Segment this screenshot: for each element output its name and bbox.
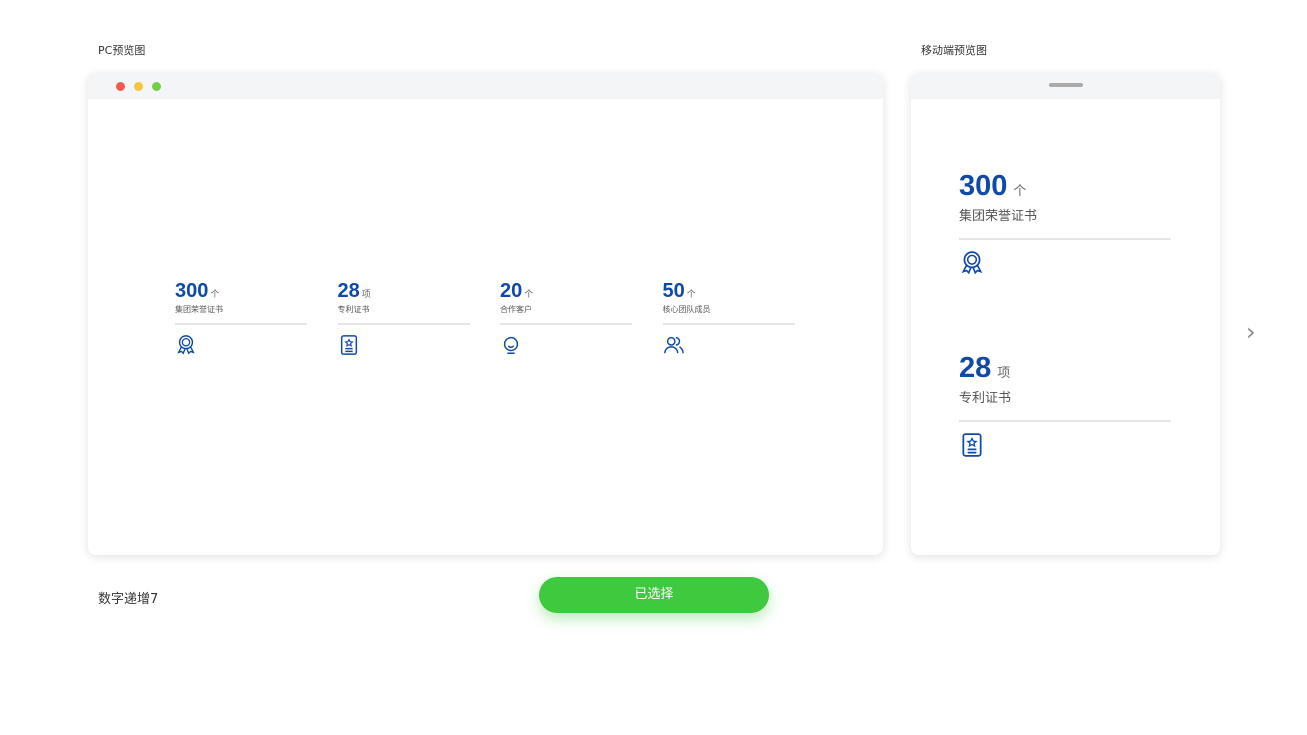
minimize-dot-icon: [134, 82, 143, 91]
stat-item: 28 项 专利证书: [337, 280, 470, 356]
next-arrow-icon[interactable]: ›: [1246, 318, 1256, 346]
pc-preview-window: 300 个 集团荣誉证书 28 项 专利证书 20 个 合作客户 50 个 核心团队成员: [88, 73, 883, 555]
stat-value: 28: [337, 280, 360, 302]
stat-label: 核心团队成员: [662, 305, 711, 314]
pc-preview-label: PC预览图: [98, 44, 146, 57]
divider: [959, 420, 1171, 422]
stat-label: 集团荣誉证书: [959, 209, 1038, 224]
stat-unit: 个: [1013, 184, 1027, 199]
stat-item: 50 个 核心团队成员: [662, 280, 795, 356]
mobile-preview-window: 300 个 集团荣誉证书 28 项 专利证书: [911, 73, 1220, 555]
divider: [959, 238, 1171, 240]
team-icon: [663, 336, 684, 354]
stat-label: 专利证书: [959, 391, 1012, 406]
stat-label: 专利证书: [337, 305, 370, 314]
stat-value: 300: [175, 280, 209, 302]
maximize-dot-icon: [152, 82, 161, 91]
mobile-topbar: [911, 73, 1220, 99]
stat-item: 300 个 集团荣誉证书: [959, 170, 1171, 276]
template-name: 数字递增7: [98, 592, 159, 607]
stat-item: 300 个 集团荣誉证书: [175, 280, 307, 356]
stat-item: 20 个 合作客户: [500, 280, 632, 356]
stat-unit: 个: [524, 290, 534, 300]
client-icon: [503, 336, 519, 354]
divider: [175, 323, 307, 325]
handle-icon: [1049, 83, 1083, 87]
close-dot-icon: [116, 82, 125, 91]
stat-label: 集团荣誉证书: [175, 305, 223, 314]
divider: [662, 323, 795, 325]
selected-button[interactable]: 已选择: [539, 577, 769, 613]
stat-value: 50: [662, 280, 685, 302]
medal-icon: [177, 335, 195, 355]
certificate-icon: [962, 433, 982, 457]
divider: [500, 323, 632, 325]
window-titlebar: [88, 73, 883, 99]
stat-unit: 项: [997, 366, 1011, 381]
stat-unit: 个: [210, 290, 220, 300]
certificate-icon: [340, 335, 357, 355]
stat-unit: 个: [686, 290, 696, 300]
stat-unit: 项: [361, 290, 371, 300]
medal-icon: [961, 251, 983, 275]
stat-value: 20: [500, 280, 523, 302]
mobile-preview-label: 移动端预览图: [921, 44, 987, 57]
stat-value: 28: [959, 352, 992, 384]
divider: [337, 323, 470, 325]
stat-item: 28 项 专利证书: [959, 352, 1171, 458]
stat-value: 300: [959, 170, 1008, 202]
stat-label: 合作客户: [500, 305, 532, 314]
